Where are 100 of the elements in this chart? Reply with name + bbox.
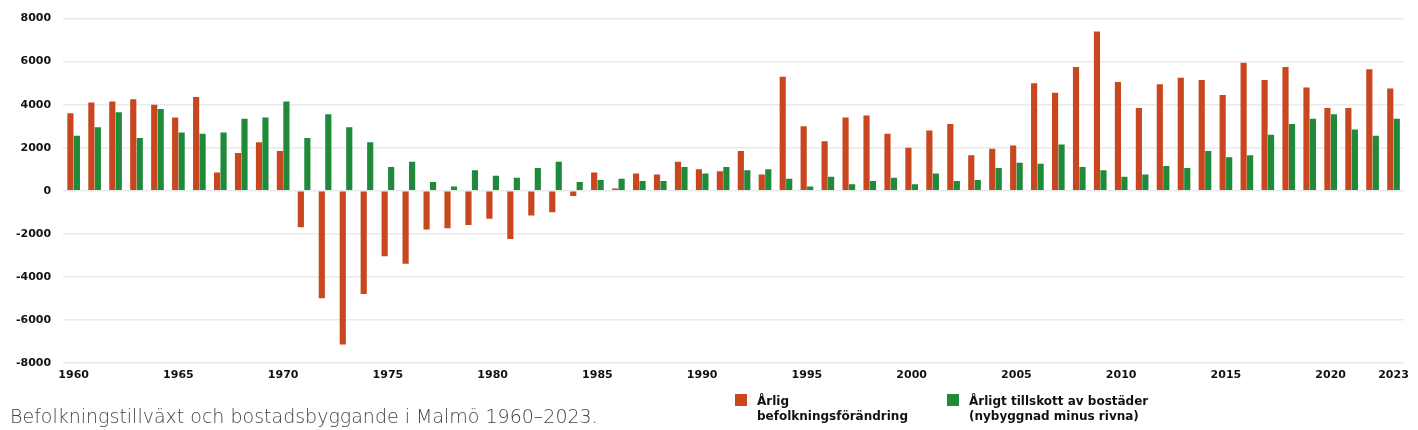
bar	[1372, 135, 1379, 190]
x-tick-label: 1985	[582, 368, 613, 382]
bar	[1093, 31, 1101, 190]
x-tick-label: 1980	[477, 368, 509, 382]
x-tick-label: 1975	[372, 368, 404, 382]
bar	[492, 175, 499, 190]
bar	[213, 172, 221, 190]
bar	[926, 130, 933, 190]
bar	[409, 161, 416, 190]
x-tick-label: 2023	[1378, 368, 1409, 382]
y-tick-label: 2000	[20, 140, 52, 154]
bar	[199, 133, 206, 190]
bar	[193, 97, 200, 190]
bar	[1198, 79, 1205, 190]
bar	[1031, 83, 1038, 190]
bar	[220, 132, 227, 190]
bar	[639, 181, 646, 190]
bar	[465, 191, 472, 226]
bar	[758, 174, 765, 190]
bar	[786, 178, 793, 190]
x-tick-label: 2005	[1001, 368, 1032, 382]
bar	[367, 142, 374, 190]
bar	[848, 184, 856, 190]
bar	[1079, 167, 1086, 190]
bar	[695, 169, 702, 190]
bar	[388, 167, 395, 190]
bar	[429, 182, 437, 190]
bar	[1037, 163, 1044, 190]
bar	[1100, 170, 1107, 190]
bar	[591, 172, 598, 190]
bar	[779, 76, 786, 190]
x-tick-label: 2010	[1105, 368, 1137, 382]
bar	[555, 161, 562, 190]
bar	[1072, 67, 1080, 190]
bar	[325, 114, 332, 190]
x-tick-label: 1995	[791, 368, 823, 382]
bar	[884, 133, 891, 190]
bar	[1345, 107, 1352, 190]
bar	[1016, 162, 1023, 190]
y-tick-label: -4000	[15, 269, 52, 283]
bar	[905, 147, 912, 190]
bar	[618, 178, 625, 190]
x-tick-label: 1990	[686, 368, 718, 382]
bar	[234, 153, 242, 190]
bar	[276, 150, 283, 190]
bar	[130, 99, 137, 190]
bar	[1226, 157, 1233, 190]
bar	[549, 191, 556, 213]
bar	[947, 124, 954, 190]
bar	[1324, 107, 1331, 190]
bar	[513, 177, 520, 190]
bar	[660, 181, 667, 190]
bar	[869, 181, 877, 190]
bar	[1156, 84, 1163, 190]
bar	[1351, 129, 1358, 190]
bar	[737, 150, 744, 190]
bar	[800, 126, 807, 190]
bar	[507, 191, 514, 240]
bar	[890, 177, 898, 190]
bar	[1051, 92, 1059, 190]
bar	[444, 191, 451, 229]
bar	[653, 174, 661, 190]
bar	[1205, 150, 1212, 190]
bar	[1114, 82, 1122, 190]
bar	[953, 181, 960, 190]
bar	[1309, 118, 1317, 190]
y-tick-label: -8000	[15, 355, 52, 369]
y-tick-label: 8000	[20, 11, 52, 25]
bar	[255, 142, 263, 190]
bar	[423, 191, 430, 230]
bar	[1261, 79, 1268, 190]
bar	[73, 135, 80, 190]
y-tick-label: 4000	[20, 97, 52, 111]
bar	[471, 170, 479, 190]
x-tick-label: 1965	[163, 368, 194, 382]
bar	[1135, 107, 1142, 190]
bar	[94, 127, 101, 190]
bar	[360, 191, 367, 294]
bar	[863, 115, 870, 190]
bar	[241, 118, 248, 190]
bar	[304, 137, 311, 190]
x-tick-label: 2020	[1315, 368, 1347, 382]
bar	[88, 102, 95, 190]
bar	[1288, 124, 1296, 190]
bar	[681, 167, 688, 190]
bar	[318, 191, 325, 299]
bar	[1330, 114, 1338, 190]
y-tick-label: 6000	[20, 54, 52, 68]
bar	[995, 168, 1002, 190]
bar	[115, 112, 122, 190]
bar	[1184, 168, 1191, 190]
x-tick-label: 1960	[58, 368, 90, 382]
bar	[1058, 144, 1065, 190]
text: Befolkningstillväxt och bostadsbyggande i Malmö 1960–2023.	[10, 405, 598, 427]
bar	[1393, 118, 1400, 190]
bar	[402, 191, 409, 264]
legend-label: Årligt tillskott av bostäder (nybyggnad minus rivna)	[969, 394, 1150, 424]
bar	[172, 117, 179, 190]
bar	[765, 169, 772, 190]
x-tick-label: 2015	[1210, 368, 1242, 382]
